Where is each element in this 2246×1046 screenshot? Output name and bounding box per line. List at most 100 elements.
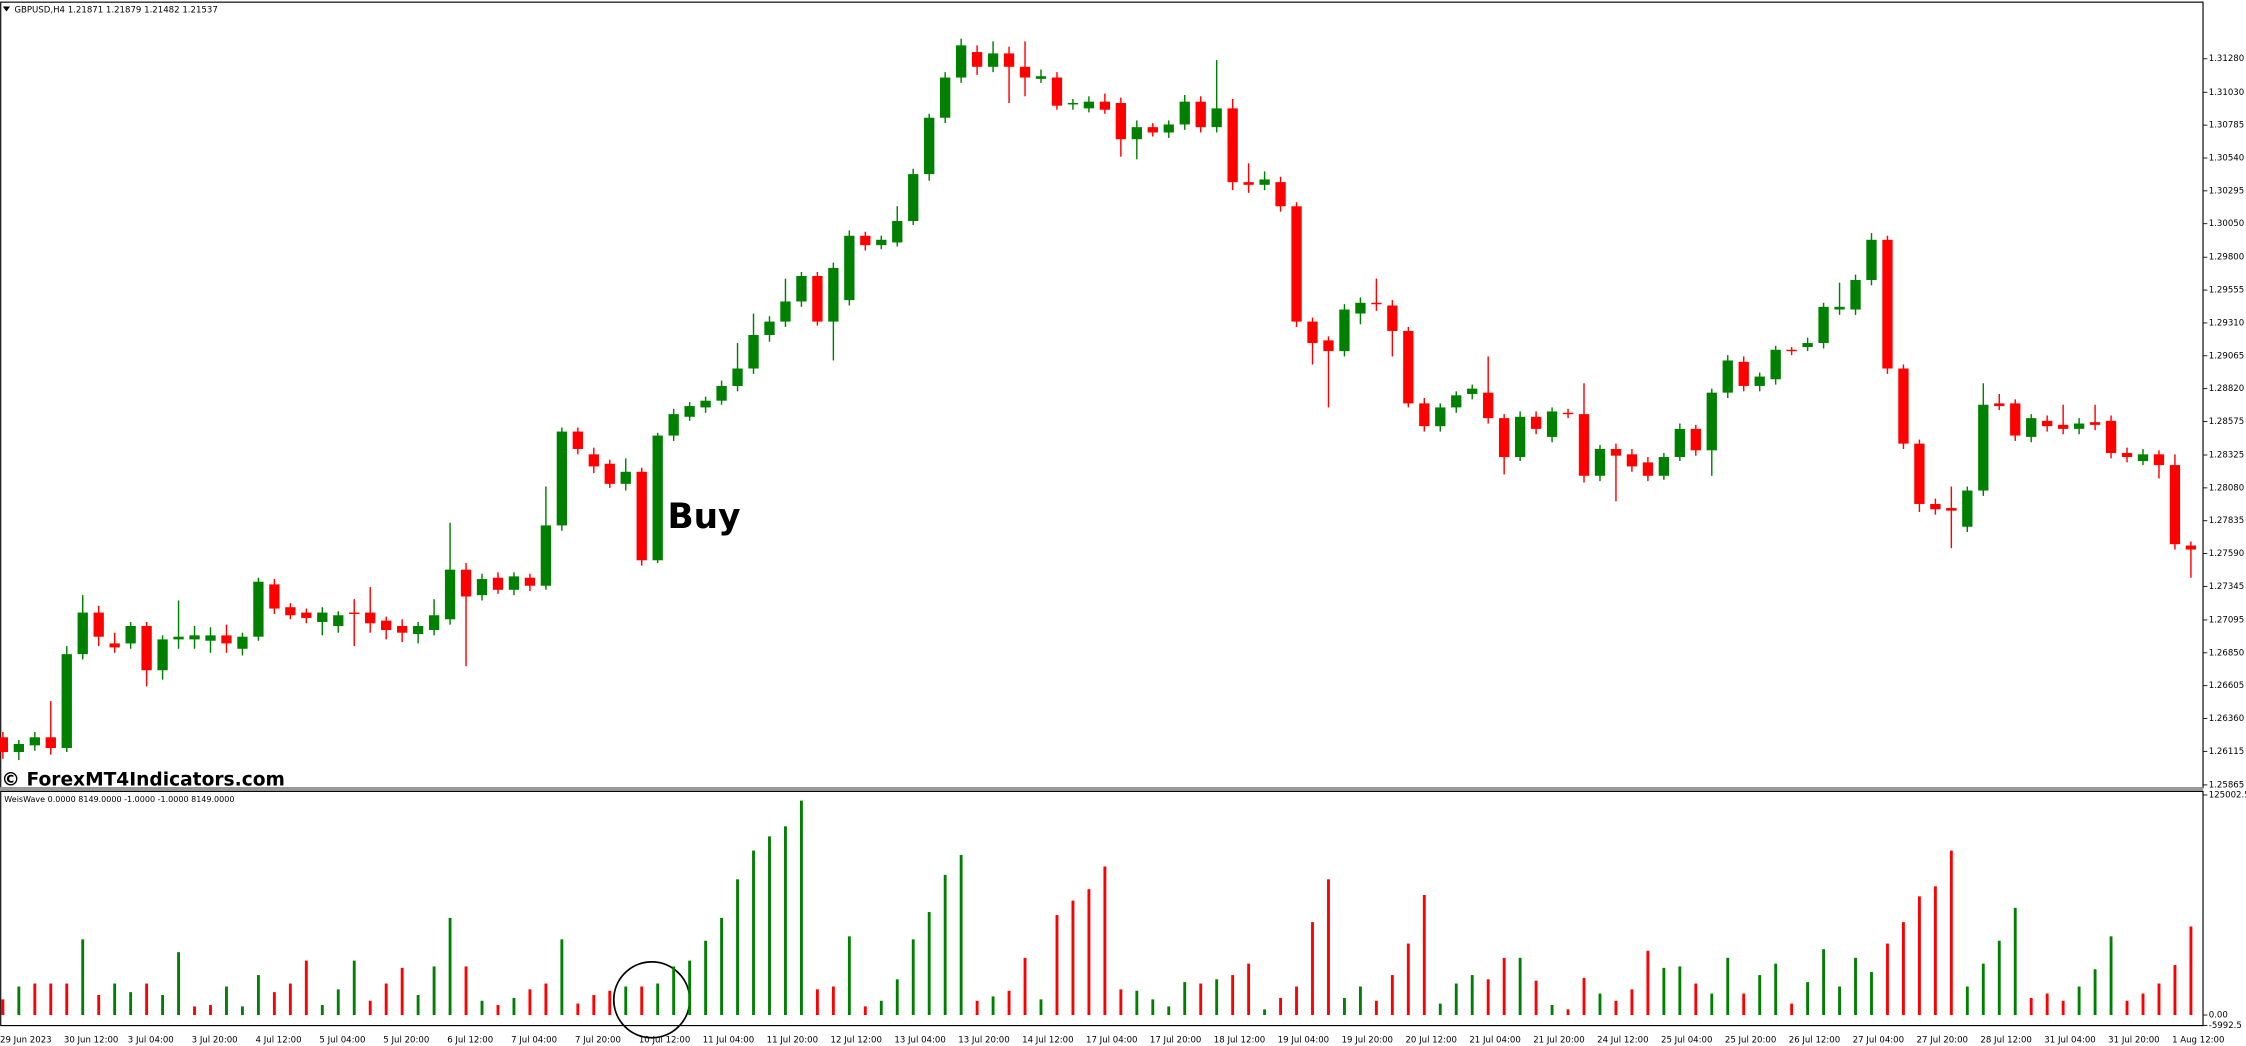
candle-body [2089,422,2101,425]
histogram-bar [81,939,85,1016]
candle-body [1483,392,1494,419]
histogram-bar [879,1000,883,1016]
candle-body [285,607,296,616]
histogram-bar [863,1006,867,1016]
candle-body [2169,465,2181,545]
x-tick-label: 10 Jul 12:00 [639,1035,690,1045]
histogram-bar [640,986,644,1016]
candle-body [1738,361,1749,386]
candle-body [1163,124,1174,133]
histogram-bar [352,960,356,1016]
histogram-bar [33,983,37,1016]
candle-body [396,625,408,633]
histogram-bar [1199,983,1203,1016]
histogram-bar [831,986,835,1016]
indicator-title: WeisWave 0.0000 8149.0000 -1.0000 -1.000… [4,795,234,804]
y-tick-label: 1.31280 [2209,54,2244,64]
candle-body [1546,411,1558,437]
candle-body [365,612,376,624]
candle-body [269,584,280,609]
histogram-bar [113,983,117,1016]
candle-body [1003,53,1015,67]
histogram-bar [927,912,931,1016]
y-tick-label: 1.27095 [2209,615,2244,625]
histogram-bar [49,983,53,1016]
candle-body [1051,77,1063,106]
histogram-bar [1502,957,1506,1016]
histogram-bar [528,989,532,1016]
histogram-bar [336,989,340,1016]
histogram-bar [1822,949,1826,1016]
histogram-bar [1646,950,1650,1016]
histogram-bar [1997,940,2001,1016]
candle-body [1227,108,1238,183]
y-tick-label: -5992.5 [2209,1021,2242,1031]
candle-body [2121,453,2133,458]
histogram-bar [752,850,755,1016]
y-tick-label: 1.27345 [2209,582,2244,592]
symbol-marker [2,6,11,12]
candle-body [189,635,200,640]
candle-body [1994,403,2005,407]
x-tick-label: 5 Jul 04:00 [319,1035,365,1045]
candle-body [1898,368,1909,444]
histogram-bar [688,960,692,1016]
histogram-bar [1518,957,1522,1016]
histogram-bar [1886,943,1889,1016]
y-tick-label: 1.26115 [2209,747,2244,757]
candle-body [141,625,152,671]
x-tick-label: 26 Jul 12:00 [1789,1035,1840,1045]
candle-body [1530,416,1542,429]
candle-body [1946,507,1957,511]
histogram-bar [911,939,915,1016]
candle-body [1019,66,1031,78]
candle-body [1962,490,1973,527]
candle-body [812,275,823,322]
histogram-bar [2125,1000,2129,1016]
candle-body [125,625,136,644]
candle-body [237,636,248,649]
candle-body [1371,302,1382,305]
histogram-bar [815,989,819,1016]
histogram-bar [895,979,899,1016]
candle-body [1403,330,1414,404]
candle-body [1147,127,1158,133]
candle-body [588,454,599,467]
candle-body [1562,412,1574,415]
candle-body [955,45,967,78]
histogram-bar [193,1006,196,1016]
histogram-bar [1870,972,1873,1016]
candle-body [1978,404,1989,491]
candle-body [1035,76,1047,79]
y-tick-label: 1.30540 [2209,153,2244,163]
histogram-bar [1055,915,1059,1016]
panel-divider [0,787,2204,791]
x-tick-label: 25 Jul 20:00 [1725,1035,1776,1045]
histogram-bar [2173,965,2177,1016]
histogram-bar [1454,983,1458,1016]
candle-body [29,737,40,746]
candle-body [349,612,360,615]
histogram-bar [1981,963,1985,1016]
candle-body [508,576,520,590]
histogram-bar [1933,886,1937,1016]
candle-body [1882,239,1893,369]
histogram-bar [65,983,69,1016]
x-tick-label: 27 Jul 20:00 [1917,1035,1968,1045]
y-tick-label: 1.27590 [2209,549,2244,559]
y-tick-label: 1.29555 [2209,286,2244,296]
y-tick-label: 1.28575 [2209,417,2244,427]
histogram-bar [1438,1003,1442,1016]
histogram-bar [1,999,5,1016]
histogram-bar [1790,1003,1794,1016]
candle-body [2153,454,2165,466]
chart-title: GBPUSD,H4 1.21871 1.21879 1.21482 1.2153… [14,6,217,16]
candle-body [908,174,919,222]
histogram-bar [1726,957,1730,1016]
candle-body [1131,127,1142,140]
histogram-bar [1806,982,1810,1016]
candle-body [2073,423,2085,429]
histogram-bar [1039,999,1043,1016]
histogram-bar [1838,986,1841,1016]
candle-body [2042,420,2053,427]
